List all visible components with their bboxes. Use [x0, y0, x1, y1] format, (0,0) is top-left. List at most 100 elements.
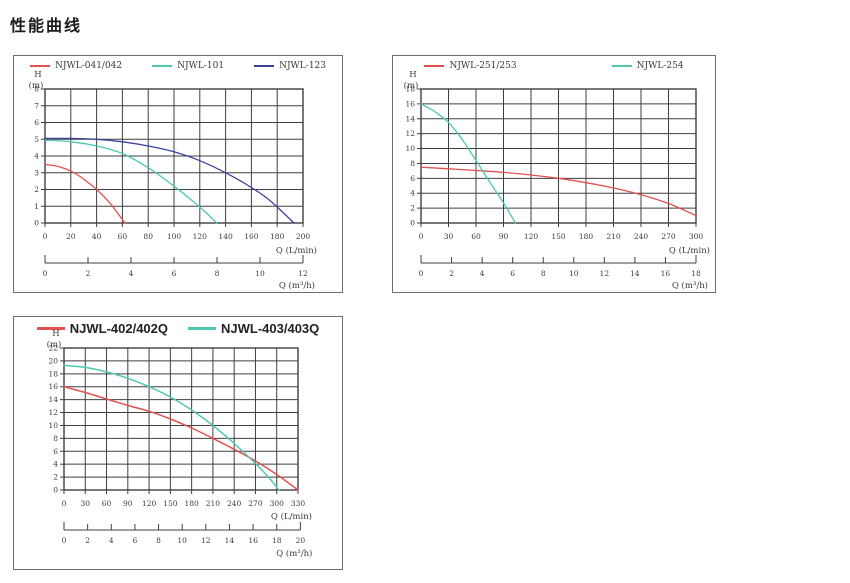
x-tick-label: 80 [143, 232, 153, 241]
y-tick-label: 20 [48, 356, 58, 365]
y-tick-label: 8 [53, 434, 58, 443]
x-tick-label: 60 [471, 232, 481, 241]
x2-tick-label: 14 [225, 536, 235, 545]
y-tick-label: 4 [53, 460, 58, 469]
x-tick-label: 240 [634, 232, 649, 241]
x-tick-label: 0 [62, 499, 67, 508]
x2-tick-label: 20 [296, 536, 306, 545]
x-tick-label: 210 [606, 232, 621, 241]
x-axis-unit-label: Q (L/min) [276, 245, 317, 256]
x-tick-label: 300 [689, 232, 704, 241]
x-tick-label: 20 [66, 232, 76, 241]
curve-NJWL-403/403Q [63, 364, 280, 491]
y-tick-label: 14 [48, 395, 58, 404]
y-axis-unit-label: (m) [29, 80, 44, 91]
y-tick-label: 12 [405, 129, 415, 138]
y-tick-label: 18 [48, 369, 58, 378]
grid [41, 88, 304, 227]
y-tick-label: 18 [405, 85, 415, 94]
x2-tick-label: 10 [177, 536, 187, 545]
x-tick-label: 180 [579, 232, 594, 241]
x2-tick-label: 14 [630, 269, 640, 278]
x2-tick-label: 10 [255, 269, 265, 278]
x-tick-label: 120 [142, 499, 157, 508]
curve-NJWL-254 [420, 103, 517, 224]
grid [417, 88, 697, 227]
y-tick-label: 0 [410, 219, 415, 228]
x-tick-label: 60 [102, 499, 112, 508]
y-tick-label: 0 [34, 219, 39, 228]
x2-tick-label: 4 [480, 269, 485, 278]
x2-tick-label: 2 [449, 269, 454, 278]
chart-panel-njwl-402: NJWL-402/402Q NJWL-403/403Q 0 30 60 90 120 150… [13, 316, 343, 570]
x2-tick-label: 4 [129, 269, 134, 278]
x2-tick-label: 18 [691, 269, 701, 278]
x2-tick-label: 16 [248, 536, 258, 545]
x2-axis-unit-label: Q (m³/h) [279, 280, 315, 291]
curves [63, 364, 299, 491]
y-tick-label: 0 [53, 486, 58, 495]
x-tick-label: 300 [270, 499, 285, 508]
x2-tick-label: 10 [569, 269, 579, 278]
y-tick-label: 8 [410, 159, 415, 168]
y-tick-label: 2 [410, 204, 415, 213]
y-tick-label: 12 [48, 408, 58, 417]
y-tick-label: 10 [48, 421, 58, 430]
y-tick-label: 16 [405, 99, 415, 108]
axis-labels: 0 20 40 60 80 100 120 140 160 180 200 0 1 2 3 4 5 6 7 8 H(m)… [29, 70, 317, 256]
y-axis-unit-label: (m) [47, 339, 62, 350]
x-tick-label: 60 [118, 232, 128, 241]
secondary-axis-ruler [63, 522, 301, 531]
x-tick-label: 330 [291, 499, 306, 508]
y-tick-label: 1 [34, 202, 39, 211]
x-tick-label: 0 [419, 232, 424, 241]
y-axis-unit-label: H [409, 70, 416, 80]
x-tick-label: 30 [444, 232, 454, 241]
x-tick-label: 210 [206, 499, 221, 508]
y-tick-label: 3 [34, 168, 39, 177]
x2-axis-unit-label: Q (m³/h) [672, 280, 708, 291]
x-tick-label: 160 [244, 232, 259, 241]
x2-tick-label: 2 [85, 536, 90, 545]
x-tick-label: 90 [123, 499, 133, 508]
x2-axis-unit-label: Q (m³/h) [276, 548, 312, 559]
secondary-axis-labels: 0 2 4 6 8 10 12 14 16 18 Q (m³/h) [419, 269, 708, 291]
x-tick-label: 120 [524, 232, 539, 241]
x2-tick-label: 4 [109, 536, 114, 545]
plot-border [63, 347, 299, 491]
x2-tick-label: 0 [62, 536, 67, 545]
y-axis-unit-label: H [52, 329, 59, 339]
x-tick-label: 90 [499, 232, 509, 241]
x-tick-label: 30 [80, 499, 90, 508]
x2-tick-label: 6 [172, 269, 177, 278]
x2-tick-label: 12 [298, 269, 308, 278]
x2-tick-label: 8 [156, 536, 161, 545]
performance-chart-svg-1: 0 20 40 60 80 100 120 140 160 180 200012345678H(m)… [29, 70, 317, 291]
secondary-axis-labels: 0 2 4 6 8 10 12 14 16 18 20 Q (m³/h) [62, 536, 313, 559]
x-tick-label: 150 [551, 232, 566, 241]
y-axis-unit-label: (m) [404, 80, 419, 91]
x-tick-label: 140 [218, 232, 233, 241]
curve-NJWL-251/253 [420, 166, 697, 217]
y-tick-label: 10 [405, 144, 415, 153]
x2-tick-label: 2 [86, 269, 91, 278]
y-tick-label: 6 [410, 174, 415, 183]
y-tick-label: 7 [34, 101, 39, 110]
chart-panel-njwl-041: NJWL-041/042 NJWL-101 NJWL-123 0 20 40 60 80 10… [13, 55, 343, 293]
y-tick-label: 4 [34, 152, 39, 161]
y-tick-label: 2 [53, 473, 58, 482]
x-tick-label: 180 [184, 499, 199, 508]
performance-chart-svg-2: 0 30 60 90 120 150 180 210 240 270 300024681012141… [404, 70, 710, 291]
x2-tick-label: 6 [133, 536, 138, 545]
x2-tick-label: 8 [215, 269, 220, 278]
x-tick-label: 100 [167, 232, 182, 241]
curves [44, 137, 295, 224]
x-tick-label: 120 [193, 232, 208, 241]
y-tick-label: 4 [410, 189, 415, 198]
x-tick-label: 180 [270, 232, 285, 241]
x2-tick-label: 12 [600, 269, 610, 278]
y-axis-unit-label: H [34, 70, 41, 80]
secondary-axis-ruler [420, 255, 697, 264]
secondary-axis-ruler [44, 255, 304, 264]
x2-tick-label: 0 [419, 269, 424, 278]
